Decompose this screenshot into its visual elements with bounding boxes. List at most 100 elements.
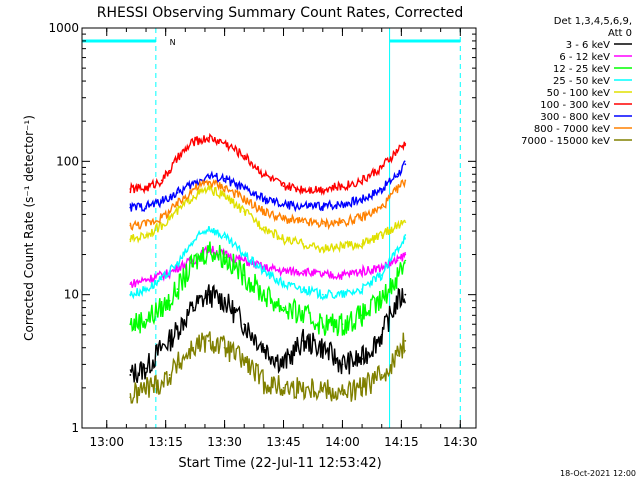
data-point — [168, 216, 171, 219]
y-tick-label: 100 — [56, 154, 79, 168]
data-point — [396, 188, 399, 190]
data-point — [380, 333, 383, 336]
series-line — [129, 178, 406, 231]
data-point — [404, 234, 407, 236]
x-axis-label: Start Time (22-Jul-11 12:53:42) — [178, 456, 381, 471]
data-point — [223, 346, 226, 349]
data-point — [160, 278, 163, 281]
data-point — [223, 186, 226, 189]
data-point — [243, 188, 246, 190]
data-point — [321, 248, 324, 250]
data-point — [129, 293, 132, 296]
plot-area: N — [81, 28, 461, 428]
data-point — [404, 143, 407, 145]
data-point — [207, 174, 210, 177]
x-tick-label: 13:30 — [207, 435, 242, 449]
data-point — [145, 234, 147, 236]
data-point — [145, 187, 147, 189]
x-tick-label: 13:00 — [89, 435, 124, 449]
data-point — [160, 200, 163, 203]
data-point — [321, 323, 324, 326]
data-point — [321, 346, 324, 349]
legend-entry-label: 300 - 800 keV — [540, 112, 610, 123]
data-point — [243, 210, 246, 213]
data-point — [404, 179, 407, 182]
y-tick-label: 1000 — [48, 21, 79, 35]
data-point — [176, 210, 179, 213]
data-point — [282, 283, 285, 286]
data-point — [207, 226, 210, 229]
data-point — [207, 136, 210, 139]
data-point — [302, 340, 305, 342]
data-point — [341, 185, 344, 188]
data-point — [129, 323, 132, 326]
data-point — [192, 263, 195, 265]
data-point — [404, 340, 407, 342]
data-point — [192, 346, 195, 349]
data-point — [145, 222, 147, 225]
y-tick-label: 1 — [71, 421, 79, 435]
data-point — [321, 205, 324, 208]
data-point — [223, 236, 226, 239]
data-point — [145, 288, 147, 291]
data-point — [223, 256, 226, 259]
data-point — [380, 206, 383, 209]
data-point — [321, 222, 324, 225]
data-point — [282, 204, 285, 206]
data-point — [404, 163, 407, 166]
data-point — [145, 318, 147, 321]
data-point — [168, 210, 171, 213]
data-point — [361, 216, 363, 219]
data-point — [302, 288, 305, 291]
data-point — [168, 374, 171, 376]
data-point — [145, 278, 147, 281]
data-point — [404, 253, 407, 256]
data-point — [321, 274, 324, 277]
series-line — [129, 160, 406, 213]
data-point — [321, 386, 324, 389]
data-point — [341, 221, 344, 224]
data-point — [168, 299, 171, 302]
data-point — [160, 179, 163, 182]
data-point — [160, 346, 163, 349]
data-point — [282, 386, 285, 389]
x-tick-label: 13:15 — [148, 435, 183, 449]
data-point — [176, 191, 179, 194]
data-point — [207, 340, 210, 342]
data-point — [160, 306, 163, 309]
x-tick-label: 14:00 — [325, 435, 360, 449]
data-point — [129, 283, 132, 286]
data-point — [404, 259, 407, 262]
data-point — [176, 202, 179, 205]
data-point — [302, 386, 305, 389]
data-point — [380, 234, 383, 236]
data-point — [396, 354, 399, 357]
data-point — [341, 274, 344, 277]
data-point — [207, 293, 210, 296]
data-point — [129, 374, 132, 376]
data-point — [223, 177, 226, 180]
timestamp: 18-Oct-2021 12:00 — [560, 469, 636, 478]
legend-entry-label: 7000 - 15000 keV — [521, 136, 610, 147]
series-line — [129, 241, 406, 337]
series-line — [129, 183, 406, 254]
legend-entry-label: 3 - 6 keV — [566, 40, 610, 51]
data-point — [129, 238, 132, 241]
legend-header: Att 0 — [608, 28, 632, 39]
data-point — [168, 196, 171, 198]
data-point — [341, 202, 344, 205]
data-point — [145, 205, 147, 208]
axes: 1 10 100 1000 13:00 13:15 13:30 13:45 14:00 14:15… — [48, 21, 477, 449]
data-point — [321, 293, 324, 296]
data-point — [243, 154, 246, 157]
data-point — [168, 169, 171, 172]
data-point — [160, 381, 163, 384]
data-point — [396, 149, 399, 152]
data-point — [341, 323, 344, 326]
data-point — [243, 253, 246, 256]
data-point — [129, 224, 132, 227]
data-point — [192, 182, 195, 185]
data-point — [262, 270, 265, 273]
